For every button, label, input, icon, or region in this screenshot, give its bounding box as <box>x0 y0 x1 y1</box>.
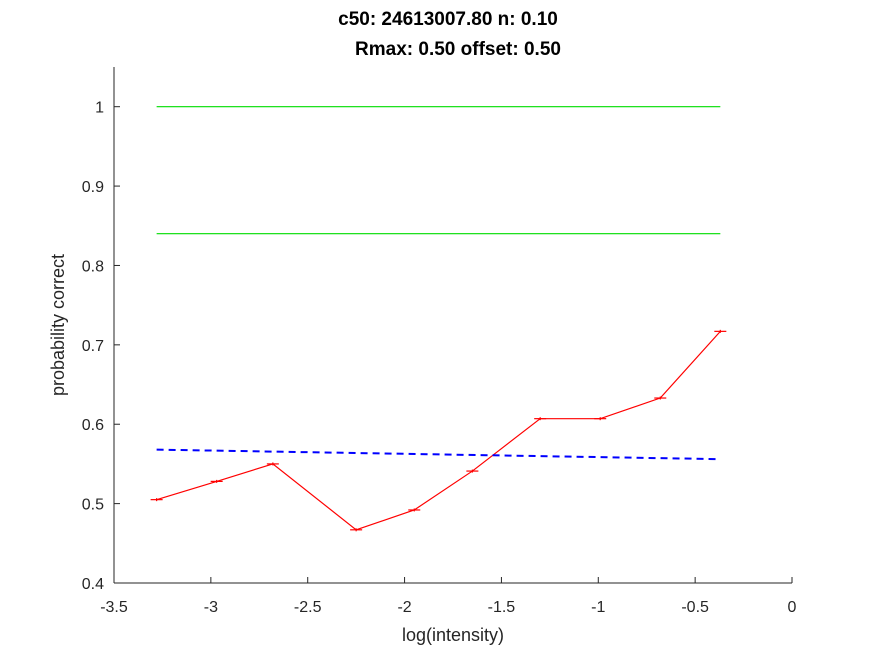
x-tick-label: -3.5 <box>100 599 128 616</box>
y-tick-label: 0.5 <box>82 497 104 514</box>
plot-series <box>150 106 727 532</box>
y-tick-label: 0.9 <box>82 179 104 196</box>
x-tick-label: -0.5 <box>681 599 709 616</box>
x-tick-label: -2 <box>397 599 411 616</box>
y-tick-label: 1 <box>95 100 104 117</box>
x-tick-label: -2.5 <box>294 599 322 616</box>
x-tick-label: 0 <box>788 599 797 616</box>
x-tick-label: -1 <box>591 599 605 616</box>
y-tick-label: 0.8 <box>82 258 104 275</box>
series-0-line <box>156 330 721 531</box>
x-axis-label: log(intensity) <box>402 625 504 645</box>
series-1-line <box>156 448 721 461</box>
y-axis-ticks: 0.4 0.5 0.6 0.7 0.8 0.9 1 <box>82 100 120 593</box>
x-tick-label: -1.5 <box>488 599 516 616</box>
y-axis-label: probability correct <box>48 254 68 396</box>
x-tick-label: -3 <box>204 599 218 616</box>
chart-title-line-1: c50: 24613007.80 n: 0.10 <box>338 9 558 30</box>
y-tick-label: 0.4 <box>82 576 104 593</box>
y-tick-label: 0.6 <box>82 417 104 434</box>
y-tick-label: 0.7 <box>82 338 104 355</box>
chart-title-line-2: Rmax: 0.50 offset: 0.50 <box>355 39 561 60</box>
x-axis-ticks: -3.5 -3 -2.5 -2 -1.5 -1 -0.5 0 <box>100 577 797 616</box>
